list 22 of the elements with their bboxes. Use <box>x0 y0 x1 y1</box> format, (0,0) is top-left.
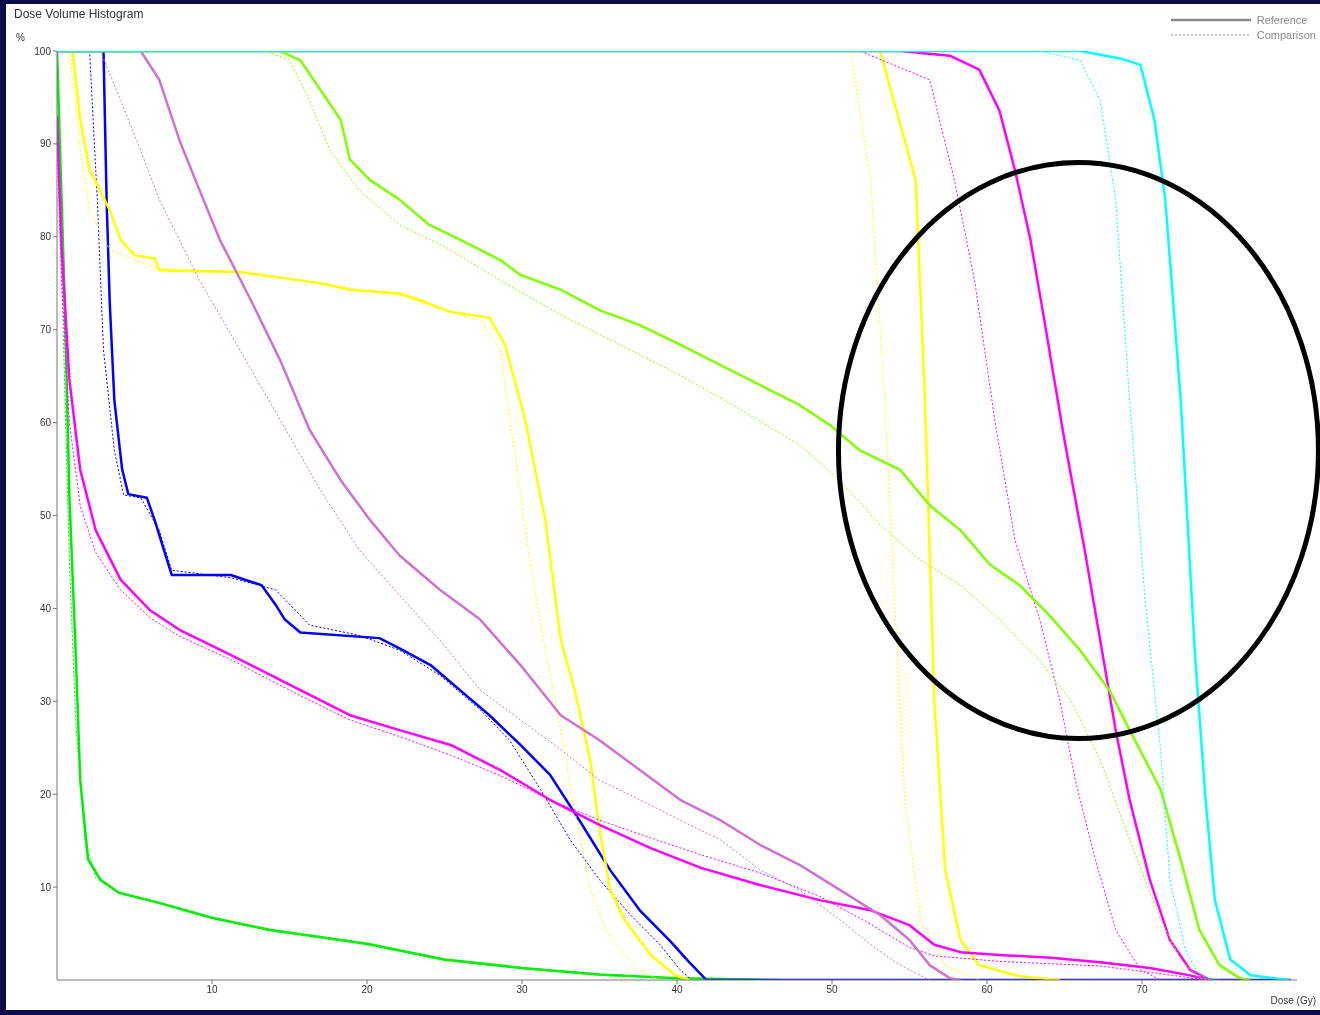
x-tick-label: 70 <box>1136 984 1148 996</box>
chart-title: Dose Volume Histogram <box>14 7 144 21</box>
x-axis-title: Dose (Gy) <box>1270 995 1316 1006</box>
x-tick-label: 30 <box>516 984 528 996</box>
y-tick-label: 10 <box>39 881 52 893</box>
y-tick-label: 50 <box>39 510 52 522</box>
x-tick-label: 60 <box>981 984 993 996</box>
y-tick-label: 100 <box>34 45 52 57</box>
y-tick-label: 40 <box>39 602 52 614</box>
y-tick-label: 90 <box>39 138 52 150</box>
y-tick-label: 70 <box>39 324 52 336</box>
text: Comparison <box>1256 28 1316 41</box>
text: Reference <box>1256 13 1308 26</box>
y-tick-label: 60 <box>39 417 52 429</box>
y-tick-label: 30 <box>39 695 52 707</box>
y-tick-label: 20 <box>39 788 52 800</box>
y-axis-title: % <box>16 32 25 43</box>
x-tick-label: 20 <box>361 984 373 996</box>
x-tick-label: 40 <box>671 984 683 996</box>
x-tick-label: 10 <box>206 984 218 996</box>
y-tick-label: 80 <box>39 231 52 243</box>
x-tick-label: 50 <box>826 984 838 996</box>
